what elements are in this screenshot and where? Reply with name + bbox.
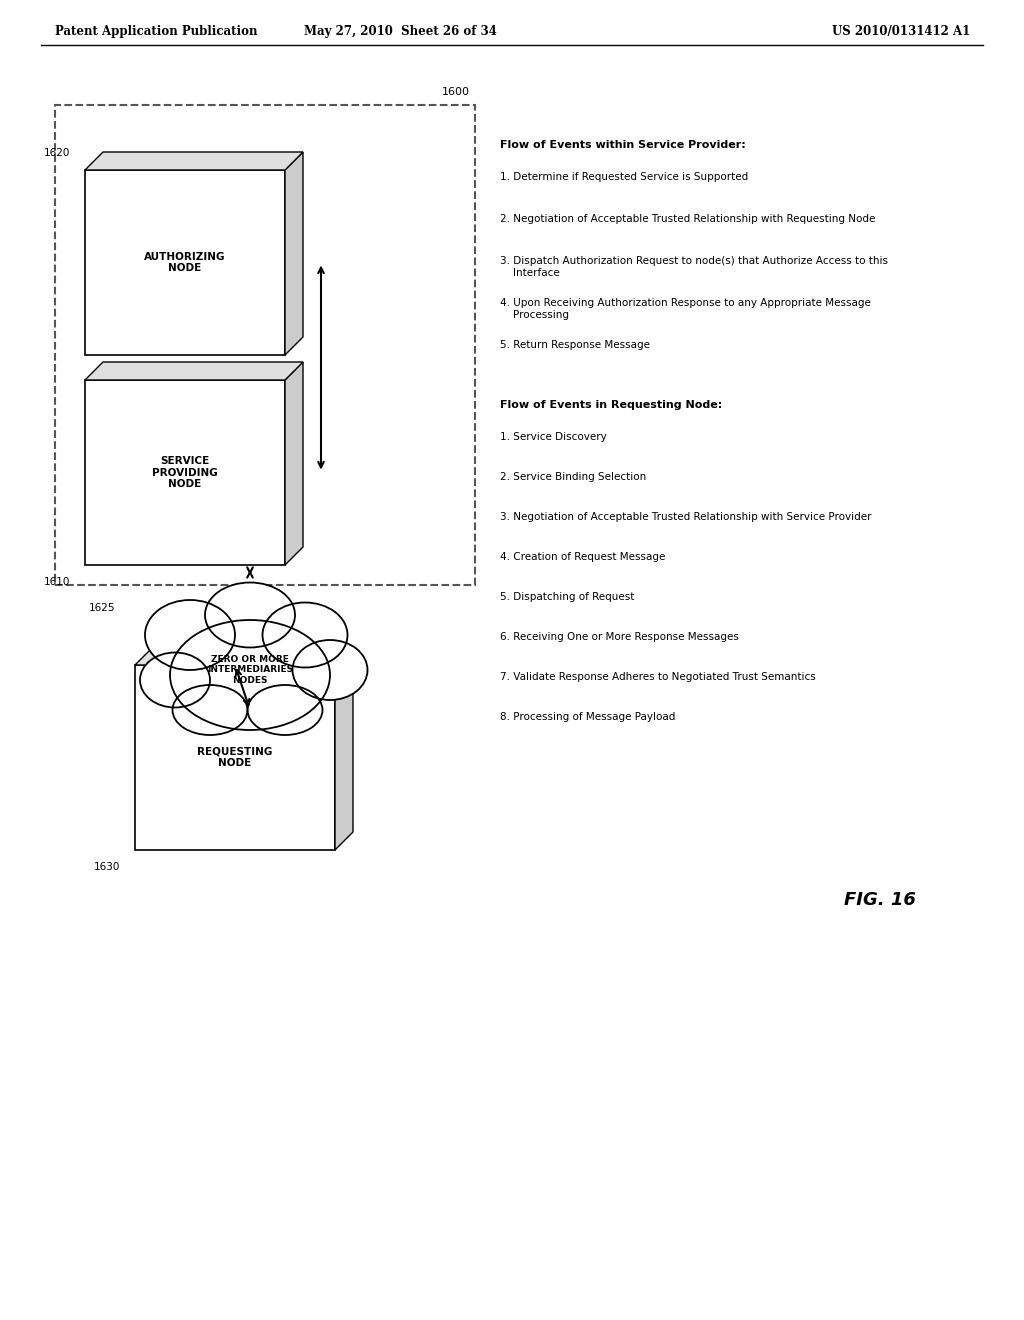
Polygon shape	[335, 647, 353, 850]
Text: Patent Application Publication: Patent Application Publication	[55, 25, 257, 38]
Text: ZERO OR MORE
INTERMEDIARIES
NODES: ZERO OR MORE INTERMEDIARIES NODES	[207, 655, 293, 685]
Polygon shape	[285, 362, 303, 565]
Text: AUTHORIZING
NODE: AUTHORIZING NODE	[144, 252, 225, 273]
Text: SERVICE
PROVIDING
NODE: SERVICE PROVIDING NODE	[153, 455, 218, 490]
FancyBboxPatch shape	[135, 665, 335, 850]
Text: FIG. 16: FIG. 16	[844, 891, 915, 909]
Polygon shape	[285, 152, 303, 355]
Ellipse shape	[145, 601, 234, 671]
Text: 7. Validate Response Adheres to Negotiated Trust Semantics: 7. Validate Response Adheres to Negotiat…	[500, 672, 816, 682]
Polygon shape	[85, 362, 303, 380]
Text: 4. Creation of Request Message: 4. Creation of Request Message	[500, 552, 666, 562]
Ellipse shape	[205, 582, 295, 648]
Ellipse shape	[140, 652, 210, 708]
Ellipse shape	[293, 640, 368, 700]
Text: 6. Receiving One or More Response Messages: 6. Receiving One or More Response Messag…	[500, 632, 739, 642]
Text: US 2010/0131412 A1: US 2010/0131412 A1	[831, 25, 970, 38]
Text: May 27, 2010  Sheet 26 of 34: May 27, 2010 Sheet 26 of 34	[303, 25, 497, 38]
Text: 4. Upon Receiving Authorization Response to any Appropriate Message
    Processi: 4. Upon Receiving Authorization Response…	[500, 298, 870, 319]
Text: 1610: 1610	[44, 577, 70, 587]
Ellipse shape	[262, 602, 347, 668]
Text: 2. Negotiation of Acceptable Trusted Relationship with Requesting Node: 2. Negotiation of Acceptable Trusted Rel…	[500, 214, 876, 224]
Text: 1600: 1600	[442, 87, 470, 96]
Ellipse shape	[172, 685, 248, 735]
Text: 1625: 1625	[88, 603, 115, 612]
Ellipse shape	[170, 620, 330, 730]
Text: 1. Determine if Requested Service is Supported: 1. Determine if Requested Service is Sup…	[500, 172, 749, 182]
Text: 3. Dispatch Authorization Request to node(s) that Authorize Access to this
    I: 3. Dispatch Authorization Request to nod…	[500, 256, 888, 277]
Text: 5. Dispatching of Request: 5. Dispatching of Request	[500, 591, 635, 602]
Text: 1630: 1630	[93, 862, 120, 873]
Text: 8. Processing of Message Payload: 8. Processing of Message Payload	[500, 711, 676, 722]
Text: Flow of Events within Service Provider:: Flow of Events within Service Provider:	[500, 140, 745, 150]
Text: 5. Return Response Message: 5. Return Response Message	[500, 341, 650, 350]
FancyBboxPatch shape	[85, 170, 285, 355]
Ellipse shape	[248, 685, 323, 735]
Text: 1. Service Discovery: 1. Service Discovery	[500, 432, 607, 442]
Polygon shape	[85, 152, 303, 170]
Polygon shape	[135, 647, 353, 665]
Text: REQUESTING
NODE: REQUESTING NODE	[198, 747, 272, 768]
Text: Flow of Events in Requesting Node:: Flow of Events in Requesting Node:	[500, 400, 722, 411]
FancyBboxPatch shape	[85, 380, 285, 565]
Text: 1620: 1620	[44, 148, 70, 158]
Text: 2. Service Binding Selection: 2. Service Binding Selection	[500, 473, 646, 482]
Text: 3. Negotiation of Acceptable Trusted Relationship with Service Provider: 3. Negotiation of Acceptable Trusted Rel…	[500, 512, 871, 521]
